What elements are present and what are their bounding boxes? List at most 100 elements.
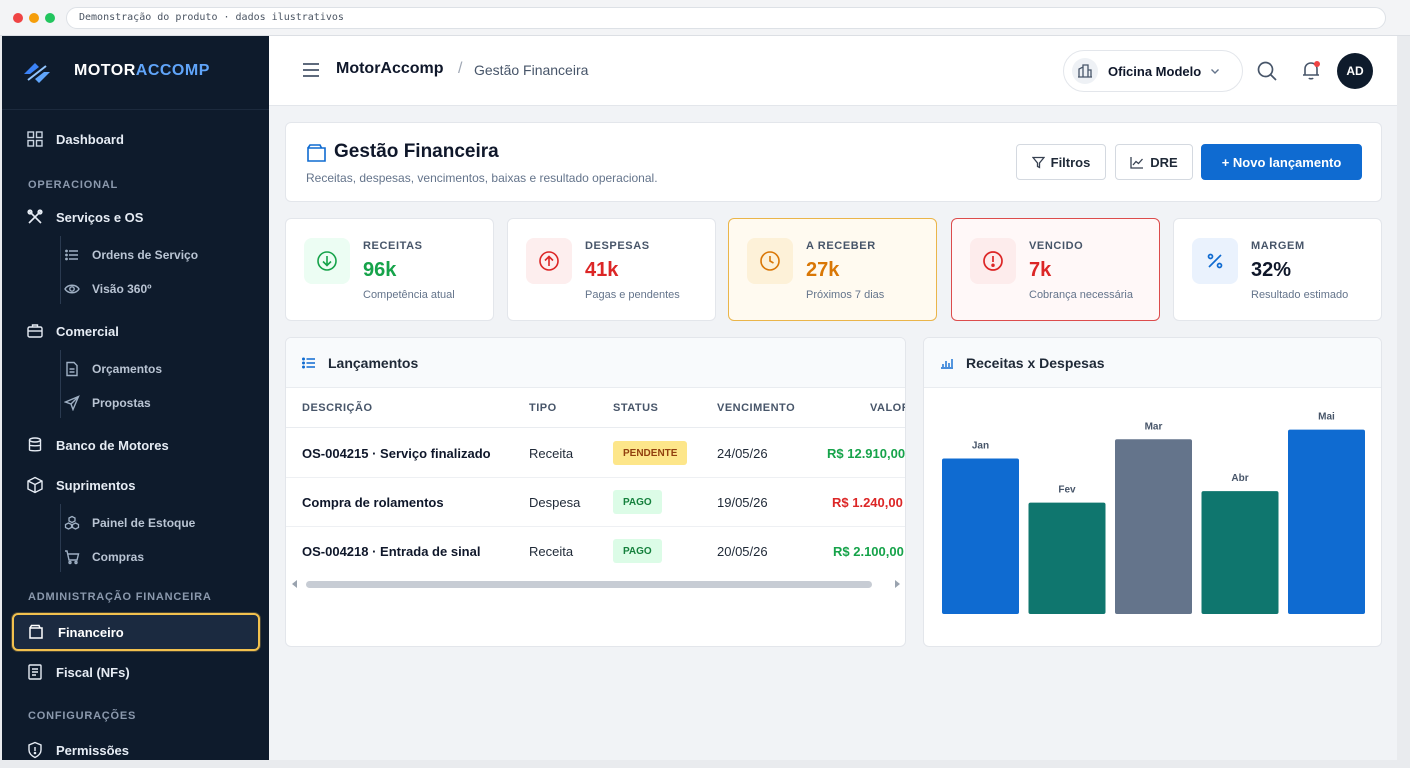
sidebar-item-painel-estoque[interactable]: Painel de Estoque — [64, 508, 260, 538]
address-bar[interactable]: Demonstração do produto · dados ilustrat… — [66, 7, 1386, 29]
chart-line-icon — [1130, 156, 1144, 169]
entries-panel: Lançamentos DESCRIÇÃO TIPO STATUS VENCIM… — [285, 337, 906, 647]
stat-value: 27k — [806, 259, 840, 281]
filters-button[interactable]: Filtros — [1016, 144, 1106, 180]
sidebar-item-comercial[interactable]: Comercial — [12, 313, 260, 349]
menu-icon[interactable] — [301, 61, 321, 79]
boxes-icon — [64, 515, 80, 530]
bar-fev[interactable] — [1028, 502, 1106, 614]
column-header-status[interactable]: STATUS — [613, 402, 659, 414]
database-icon — [28, 437, 42, 452]
table-row[interactable]: OS-004218 · Entrada de sinal Receita PAG… — [286, 527, 905, 576]
clock-icon — [747, 238, 793, 284]
percent-icon — [1192, 238, 1238, 284]
section-operacional: OPERACIONAL — [28, 179, 119, 191]
scroll-right-icon[interactable] — [894, 580, 900, 588]
column-header-descricao[interactable]: DESCRIÇÃO — [302, 402, 373, 414]
arrow-down-circle-icon — [304, 238, 350, 284]
nav-tree-line — [60, 350, 61, 418]
grid-icon — [27, 131, 43, 147]
bar-label-abr: Abr — [1231, 473, 1248, 484]
bar-mai[interactable] — [1288, 429, 1365, 614]
scroll-left-icon[interactable] — [292, 580, 298, 588]
bar-abr[interactable] — [1201, 491, 1279, 614]
bar-chart: Jan Fev Mar Abr Mai — [942, 412, 1365, 614]
stat-hint: Competência atual — [363, 289, 455, 301]
stat-card-despesas: DESPESAS 41k Pagas e pendentes — [507, 218, 716, 321]
stat-card-receitas: RECEITAS 96k Competência atual — [285, 218, 494, 321]
sidebar-item-banco[interactable]: Banco de Motores — [12, 427, 260, 463]
scrollbar-thumb[interactable] — [306, 581, 872, 588]
building-icon — [1072, 58, 1098, 84]
receipt-icon — [28, 664, 42, 680]
sidebar-item-orcamentos[interactable]: Orçamentos — [64, 354, 260, 384]
minimize-window-button[interactable] — [29, 13, 39, 23]
section-admin-financeira: ADMINISTRAÇÃO FINANCEIRA — [28, 591, 212, 603]
horizontal-scrollbar[interactable] — [292, 578, 902, 590]
avatar[interactable]: AD — [1337, 53, 1373, 89]
column-header-valor[interactable]: VALOR — [870, 402, 905, 414]
sidebar-item-fiscal[interactable]: Fiscal (NFs) — [12, 654, 260, 690]
logo-icon — [24, 63, 50, 83]
sidebar-item-servicos[interactable]: Serviços e OS — [12, 199, 260, 235]
bell-icon[interactable] — [1300, 59, 1322, 81]
page-subtitle: Receitas, despesas, vencimentos, baixas … — [306, 171, 658, 185]
column-header-vencimento[interactable]: VENCIMENTO — [717, 402, 796, 414]
sidebar: MOTORACCOMP Dashboard OPERACIONAL Serviç… — [2, 36, 269, 760]
document-icon — [66, 361, 78, 377]
table-row[interactable]: OS-004215 · Serviço finalizado Receita P… — [286, 429, 906, 478]
status-badge: PAGO — [613, 490, 662, 514]
table-row[interactable]: Compra de rolamentos Despesa PAGO 19/05/… — [286, 478, 905, 527]
status-badge: PAGO — [613, 539, 662, 563]
sidebar-item-suprimentos[interactable]: Suprimentos — [12, 467, 260, 503]
row-value: R$ 12.910,00 — [827, 446, 906, 461]
maximize-window-button[interactable] — [45, 13, 55, 23]
dre-button[interactable]: DRE — [1115, 144, 1193, 180]
stat-value: 96k — [363, 259, 397, 281]
stat-value: 32% — [1251, 259, 1292, 281]
row-type: Receita — [529, 544, 574, 559]
entries-panel-header: Lançamentos — [286, 338, 905, 388]
row-value: R$ 1.240,00 — [832, 495, 903, 510]
sidebar-item-propostas[interactable]: Propostas — [64, 388, 260, 418]
chevron-down-icon — [1211, 69, 1220, 74]
brand-logo[interactable]: MOTORACCOMP — [2, 36, 269, 110]
stat-label: VENCIDO — [1029, 240, 1084, 252]
sidebar-item-compras[interactable]: Compras — [64, 542, 260, 572]
shield-icon — [28, 741, 42, 759]
sidebar-item-visao[interactable]: Visão 360º — [64, 274, 260, 304]
sidebar-item-ordens[interactable]: Ordens de Serviço — [64, 240, 260, 270]
page-header: Gestão Financeira Receitas, despesas, ve… — [285, 122, 1382, 202]
stat-hint: Próximos 7 dias — [806, 289, 885, 301]
breadcrumb-app[interactable]: MotorAccomp — [336, 60, 444, 77]
stat-hint: Pagas e pendentes — [585, 289, 680, 301]
stat-label: MARGEM — [1251, 240, 1305, 252]
bar-label-mai: Mai — [1318, 412, 1335, 423]
sidebar-item-financeiro[interactable]: Financeiro — [12, 613, 260, 651]
sidebar-item-permissoes[interactable]: Permissões — [12, 732, 260, 768]
search-icon[interactable] — [1256, 60, 1278, 82]
page-title: Gestão Financeira — [334, 141, 499, 162]
workshop-selector[interactable]: Oficina Modelo — [1063, 50, 1243, 92]
close-window-button[interactable] — [13, 13, 23, 23]
send-icon — [64, 395, 80, 411]
filter-icon — [1031, 156, 1045, 169]
row-value: R$ 2.100,00 — [833, 544, 904, 559]
brand-name: MOTORACCOMP — [74, 62, 210, 79]
sidebar-item-label: Dashboard — [56, 131, 124, 147]
nav-tree-line — [60, 236, 61, 304]
bar-jan[interactable] — [942, 458, 1019, 614]
table-header: DESCRIÇÃO TIPO STATUS VENCIMENTO VALOR — [286, 388, 905, 428]
sidebar-item-label: Suprimentos — [56, 477, 136, 493]
sidebar-item-label: Painel de Estoque — [92, 516, 196, 530]
new-entry-button[interactable]: + Novo lançamento — [1201, 144, 1362, 180]
column-header-tipo[interactable]: TIPO — [529, 402, 557, 414]
stat-label: DESPESAS — [585, 240, 650, 252]
list-icon — [302, 357, 315, 368]
bar-mar[interactable] — [1115, 439, 1192, 614]
stat-hint: Cobrança necessária — [1029, 289, 1133, 301]
nav-tree-line — [60, 504, 61, 572]
sidebar-item-dashboard[interactable]: Dashboard — [12, 121, 260, 157]
wallet-icon — [29, 624, 43, 639]
alert-circle-icon — [970, 238, 1016, 284]
